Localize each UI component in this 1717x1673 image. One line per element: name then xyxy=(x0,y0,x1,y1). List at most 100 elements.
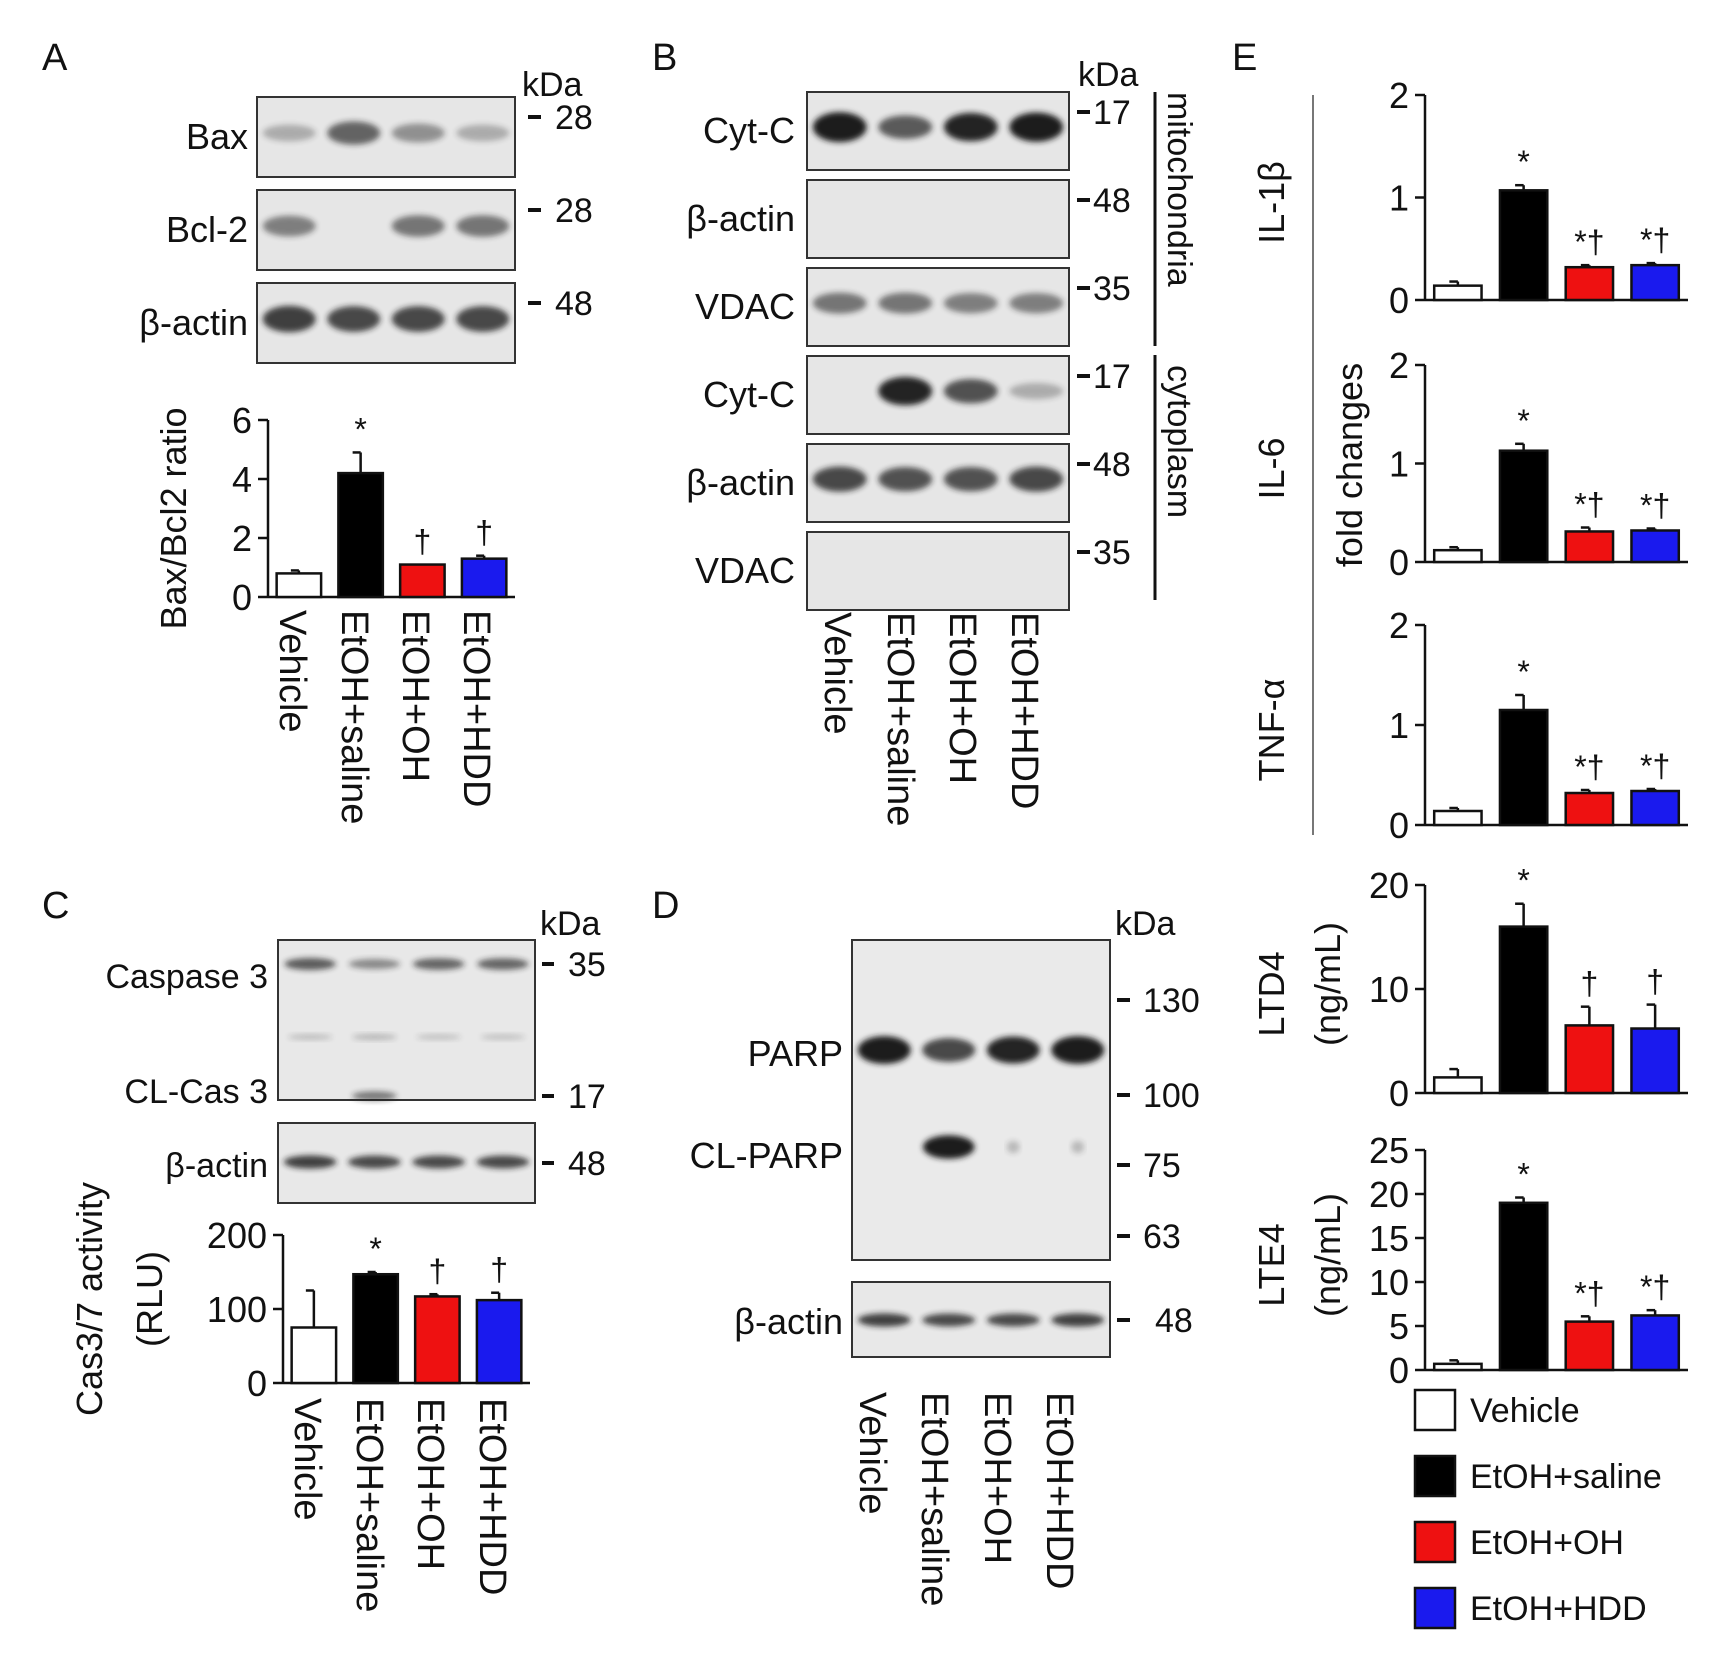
chart-e2: 0 1 2 * *† *† IL-6 xyxy=(1251,345,1688,583)
blot-band xyxy=(1009,383,1064,400)
kda-label-b: kDa xyxy=(1078,56,1139,94)
bar xyxy=(1630,789,1681,827)
blot-label: β-actin xyxy=(686,198,795,239)
legend-label: EtOH+saline xyxy=(1470,1458,1662,1496)
bar xyxy=(1432,284,1483,302)
significance-mark: † xyxy=(413,524,431,560)
significance-mark: *† xyxy=(1574,749,1604,785)
bar xyxy=(1432,1076,1483,1095)
significance-mark: * xyxy=(1517,403,1529,439)
bar xyxy=(413,1295,461,1385)
blot-band xyxy=(456,306,510,332)
bar xyxy=(460,557,508,599)
panel-a-blots: Bax 28 Bcl-2 28 β-actin 48 xyxy=(139,96,593,364)
blot-band xyxy=(284,957,336,971)
bar xyxy=(1564,265,1615,302)
y-tick-label: 5 xyxy=(1389,1306,1409,1347)
panel-b-blots: Cyt-C 17 β-actin 48 VDAC 35 Cyt-C 17 β-actin 48 VD… xyxy=(686,91,1131,611)
bar xyxy=(1432,548,1483,564)
blot-band xyxy=(262,305,316,333)
bar xyxy=(1630,1027,1681,1095)
x-tick-label: EtOH+saline xyxy=(348,1398,390,1612)
x-tick-label: EtOH+HDD xyxy=(455,610,497,807)
blot-band xyxy=(878,466,933,492)
blot-band xyxy=(943,112,998,142)
kda-label-d: kDa xyxy=(1115,905,1176,943)
significance-mark: *† xyxy=(1574,487,1604,523)
blot-band xyxy=(348,1155,401,1169)
bar xyxy=(337,471,385,599)
y-axis-label: Bax/Bcl2 ratio xyxy=(153,407,194,629)
blot-band xyxy=(1051,1313,1105,1327)
caspase3-label: Caspase 3 xyxy=(105,958,268,996)
legend-swatch xyxy=(1413,1520,1457,1564)
y-axis-label-unit: (ng/mL) xyxy=(1307,922,1348,1046)
blot-band xyxy=(1006,1140,1020,1154)
bar xyxy=(1498,189,1549,302)
blot-band xyxy=(287,1034,333,1040)
blot-band xyxy=(476,1155,530,1169)
y-tick-label: 2 xyxy=(1389,345,1409,386)
blot-band xyxy=(327,121,381,145)
x-tick-label: EtOH+OH xyxy=(394,610,436,782)
blot-label: β-actin xyxy=(139,302,248,343)
y-tick-label: 0 xyxy=(1389,280,1409,321)
blot-band xyxy=(986,1313,1040,1327)
blot-band xyxy=(477,958,529,970)
kda-label-c: kDa xyxy=(540,905,601,943)
bar xyxy=(1498,449,1549,564)
y-axis-label: TNF-α xyxy=(1251,679,1292,782)
bar xyxy=(398,563,446,599)
kda-marker: 130 xyxy=(1143,982,1200,1020)
blot-band xyxy=(878,292,933,314)
blot-band xyxy=(812,112,867,143)
blot-band xyxy=(1009,292,1064,314)
blot-band xyxy=(262,215,316,237)
blot-band xyxy=(878,376,933,406)
panel-d-blots: PARP CL-PARP β-actin 130 100 75 63 48 xyxy=(690,939,1200,1358)
y-tick-label: 2 xyxy=(232,518,252,559)
blot-label: VDAC xyxy=(695,286,795,327)
y-tick-label: 4 xyxy=(232,459,252,500)
panel-letter-a: A xyxy=(42,37,68,79)
y-tick-label: 10 xyxy=(1369,1262,1409,1303)
bar xyxy=(352,1272,400,1385)
y-tick-label: 1 xyxy=(1389,444,1409,485)
significance-mark: † xyxy=(1646,964,1664,1000)
y-tick-label: 6 xyxy=(232,400,252,441)
d-actin-label: β-actin xyxy=(734,1301,843,1342)
blot-band xyxy=(857,1313,911,1327)
x-tick-label: EtOH+HDD xyxy=(471,1398,513,1595)
blot-band xyxy=(1071,1140,1085,1154)
y-tick-label: 20 xyxy=(1369,1174,1409,1215)
x-tick-label: Vehicle xyxy=(271,610,313,733)
blot-band xyxy=(327,306,381,332)
x-tick-label: EtOH+saline xyxy=(333,610,375,824)
bar xyxy=(290,1326,338,1385)
blot-band xyxy=(812,292,867,314)
blot-band xyxy=(943,292,998,314)
kda-marker: 75 xyxy=(1143,1147,1181,1185)
y-tick-label: 10 xyxy=(1369,969,1409,1010)
bar xyxy=(1564,1024,1615,1095)
y-tick-label: 0 xyxy=(1389,1073,1409,1114)
panel-letter-c: C xyxy=(42,885,69,927)
chart-c: 0 100 200 * † † Cas3/7 activity (RLU) xyxy=(69,1182,530,1416)
significance-mark: * xyxy=(1517,144,1529,180)
x-tick-label: EtOH+HDD xyxy=(1003,612,1045,809)
blot-band xyxy=(283,1155,337,1169)
legend-label: EtOH+HDD xyxy=(1470,1590,1647,1628)
y-tick-label: 20 xyxy=(1369,865,1409,906)
significance-mark: *† xyxy=(1640,748,1670,784)
blot-band xyxy=(412,1155,465,1169)
blot-band xyxy=(943,378,998,404)
bar xyxy=(475,1298,523,1385)
blot-band xyxy=(986,1036,1040,1064)
kda-marker: 17 xyxy=(1093,358,1131,396)
parp-blot-membrane xyxy=(851,939,1111,1261)
y-axis-label-unit: (RLU) xyxy=(129,1251,170,1347)
y-tick-label: 0 xyxy=(1389,542,1409,583)
legend-swatch xyxy=(1413,1388,1457,1432)
